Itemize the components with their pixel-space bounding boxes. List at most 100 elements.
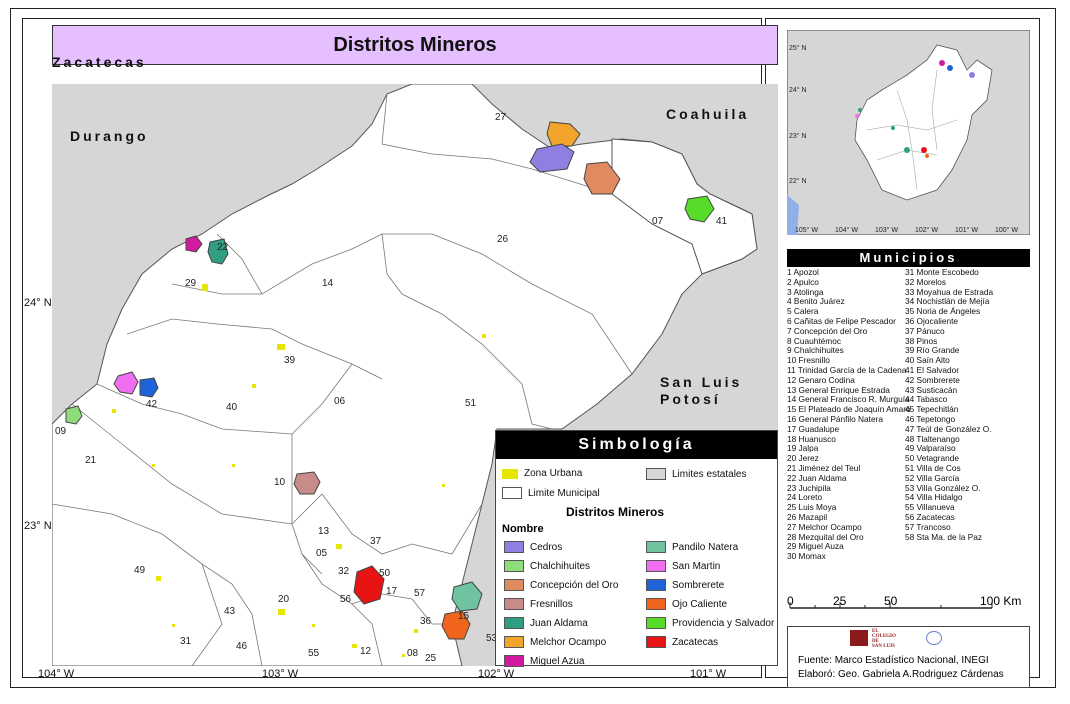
map-number-21: 21 bbox=[85, 455, 97, 466]
lat-label-24: 24° N bbox=[24, 297, 52, 309]
state-limit-swatch bbox=[646, 468, 666, 480]
municipio-entry: 5 Calera bbox=[787, 306, 819, 317]
legend-district-san-martin: San Martin bbox=[646, 560, 720, 572]
scale-label-25: 25 bbox=[833, 594, 847, 608]
inset-lon-101: 101° W bbox=[955, 226, 978, 234]
legend-district-label: Sombrerete bbox=[672, 579, 725, 591]
municipio-entry: 57 Trancoso bbox=[905, 521, 951, 532]
legend-swatch bbox=[646, 579, 666, 591]
legend-district-label: San Martin bbox=[672, 560, 721, 572]
map-number-55: 55 bbox=[308, 648, 320, 659]
map-number-13: 13 bbox=[318, 526, 330, 537]
inset-lon-104: 104° W bbox=[835, 226, 858, 234]
municipio-entry: 46 Tepetongo bbox=[905, 413, 956, 424]
map-number-37: 37 bbox=[370, 536, 382, 547]
municipio-entry: 31 Monte Escobedo bbox=[905, 267, 979, 277]
municipio-entry: 54 Villa Hidalgo bbox=[905, 492, 963, 503]
colegio-logo-icon bbox=[850, 630, 868, 646]
legend-district-label: Chalchihuites bbox=[530, 560, 591, 572]
legend-district-fresnillos: Fresnillos bbox=[504, 598, 573, 610]
legend-district-sombrerete: Sombrerete bbox=[646, 579, 724, 591]
map-number-29: 29 bbox=[185, 278, 197, 289]
scale-label-0: 0 bbox=[787, 594, 794, 608]
municipio-entry: 33 Moyahua de Estrada bbox=[905, 286, 994, 297]
credits-source: Fuente: Marco Estadístico Nacional, INEG… bbox=[798, 655, 989, 666]
inset-lon-103: 103° W bbox=[875, 226, 898, 234]
legend-limite-municipal: Limite Municipal bbox=[502, 487, 600, 499]
legend-nombre: Nombre bbox=[502, 523, 544, 535]
map-number-25: 25 bbox=[425, 653, 437, 664]
municipios-title: Municipios bbox=[787, 249, 1030, 267]
municipio-entry: 40 Saín Alto bbox=[905, 355, 950, 366]
municipio-entry: 37 Pánuco bbox=[905, 325, 945, 336]
municipio-entry: 36 Ojocaliente bbox=[905, 315, 959, 326]
state-label-slp-1: San Luis bbox=[660, 374, 743, 390]
municipio-entry: 30 Momax bbox=[787, 551, 826, 562]
legend-district-label: Juan Aldama bbox=[530, 617, 588, 629]
legend-swatch bbox=[646, 541, 666, 553]
lat-label-23: 23° N bbox=[24, 520, 52, 532]
inset-lat-23: 23° N bbox=[789, 132, 807, 140]
map-number-51: 51 bbox=[465, 398, 477, 409]
scale-bar bbox=[789, 602, 993, 609]
legend-swatch bbox=[504, 598, 524, 610]
legend-district-label: Melchor Ocampo bbox=[530, 636, 607, 648]
logo-line-3: DE bbox=[872, 639, 879, 644]
map-number-32: 32 bbox=[338, 566, 350, 577]
map-number-41: 41 bbox=[716, 216, 728, 227]
legend-district-providencia-y-salvador: Providencia y Salvador bbox=[646, 617, 774, 629]
legend-district-zacatecas: Zacatecas bbox=[646, 636, 718, 648]
legend-district-label: Concepción del Oro bbox=[530, 579, 619, 591]
municipio-entry: 48 Tlaltenango bbox=[905, 433, 960, 444]
inset-lon-102: 102° W bbox=[915, 226, 938, 234]
municipio-entry: 50 Vetagrande bbox=[905, 453, 959, 464]
lon-label-103: 103° W bbox=[262, 668, 299, 680]
map-number-36: 36 bbox=[420, 616, 432, 627]
inset-lat-25: 25° N bbox=[789, 44, 807, 52]
municipio-entry: 55 Villanueva bbox=[905, 502, 955, 513]
legend-zona-urbana-label: Zona Urbana bbox=[524, 468, 583, 479]
map-number-26: 26 bbox=[497, 234, 509, 245]
municipio-entry: 13 General Enrique Estrada bbox=[787, 384, 890, 395]
map-number-07: 07 bbox=[652, 216, 664, 227]
urban-swatch bbox=[502, 468, 518, 479]
legend-swatch bbox=[504, 560, 524, 572]
legend-zona-urbana: Zona Urbana bbox=[502, 468, 582, 479]
legend-district-pandilo-natera: Pandilo Natera bbox=[646, 541, 738, 553]
map-number-14: 14 bbox=[322, 278, 334, 289]
map-number-49: 49 bbox=[134, 565, 146, 576]
legend-districts-title: Distritos Mineros bbox=[566, 505, 665, 519]
legend-swatch bbox=[504, 655, 524, 667]
map-number-09: 09 bbox=[55, 426, 67, 437]
legend-district-label: Fresnillos bbox=[530, 598, 573, 610]
map-number-42: 42 bbox=[146, 399, 158, 410]
map-number-43: 43 bbox=[224, 606, 236, 617]
municipio-entry: 14 General Francisco R. Murguía bbox=[787, 394, 910, 405]
municipio-entry: 6 Cañitas de Felipe Pescador bbox=[787, 315, 896, 326]
municipio-entry: 49 Valparaíso bbox=[905, 443, 956, 454]
scale-label-50: 50 bbox=[884, 594, 898, 608]
municipio-entry: 4 Benito Juárez bbox=[787, 296, 845, 307]
map-number-39: 39 bbox=[284, 355, 296, 366]
map-number-06: 06 bbox=[334, 396, 346, 407]
lon-label-104: 104° W bbox=[38, 668, 75, 680]
municipio-entry: 41 El Salvador bbox=[905, 364, 959, 375]
municipio-entry: 16 General Pánfilo Natera bbox=[787, 413, 883, 424]
municipio-entry: 53 Villa González O. bbox=[905, 482, 981, 493]
legend-limites-estatales: Limites estatales bbox=[646, 468, 746, 480]
legend-limite-municipal-label: Limite Municipal bbox=[528, 487, 600, 499]
map-number-50: 50 bbox=[379, 568, 391, 579]
municipio-entry: 29 Miguel Auza bbox=[787, 541, 844, 552]
legend-district-label: Miguel Azua bbox=[530, 655, 585, 667]
map-number-46: 46 bbox=[236, 641, 248, 652]
map-number-15: 15 bbox=[458, 611, 470, 622]
municipio-entry: 9 Chalchihuites bbox=[787, 345, 844, 356]
municipio-entry: 19 Jalpa bbox=[787, 443, 819, 454]
logo-line-2: COLEGIO bbox=[872, 634, 896, 639]
legend-district-label: Providencia y Salvador bbox=[672, 617, 775, 629]
legend-district-ojo-caliente: Ojo Caliente bbox=[646, 598, 727, 610]
legend-swatch bbox=[504, 617, 524, 629]
main-map: 27 26 07 41 14 22 29 39 06 40 42 09 51 1… bbox=[52, 84, 778, 666]
municipio-entry: 58 Sta Ma. de la Paz bbox=[905, 531, 983, 542]
legend-swatch bbox=[646, 598, 666, 610]
